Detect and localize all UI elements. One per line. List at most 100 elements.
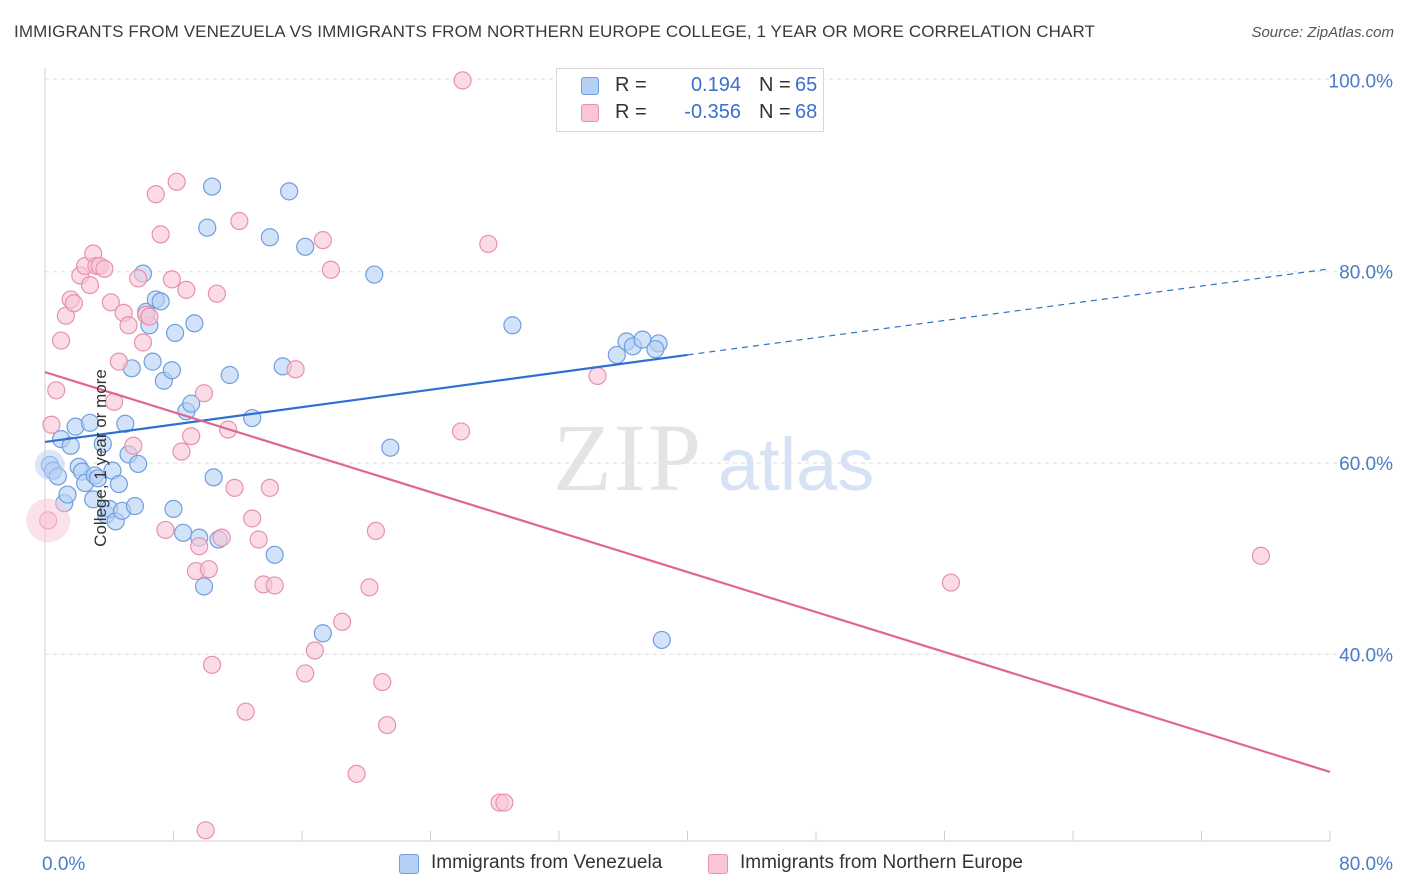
points-layer: [26, 71, 1271, 840]
northern-europe-point: [42, 415, 61, 434]
northern-europe-point: [347, 764, 366, 783]
venezuela-point: [503, 316, 522, 335]
grid-layer: [45, 78, 1392, 655]
venezuela-point: [58, 485, 77, 504]
northern-europe-point: [80, 275, 100, 295]
northern-europe-point: [172, 442, 191, 461]
northern-europe-point: [360, 578, 379, 597]
legend-r-value: 0.194: [690, 74, 741, 96]
legend-n-label: N =: [759, 74, 791, 96]
northern-europe-point: [196, 821, 215, 840]
venezuela-point: [198, 218, 217, 237]
venezuela-point: [296, 237, 315, 256]
venezuela-point: [365, 265, 384, 284]
y-tick-label: 40.0%: [1339, 645, 1393, 666]
venezuela-point: [260, 228, 279, 247]
legend-r-label: R =: [615, 74, 647, 96]
legend-n-label: N =: [759, 101, 791, 123]
northern-europe-point: [167, 172, 186, 191]
y-axis-label: College, 1 year or more: [90, 369, 110, 547]
legend-r-label: R =: [615, 101, 647, 123]
chart-title: IMMIGRANTS FROM VENEZUELA VS IMMIGRANTS …: [14, 22, 1096, 41]
northern-europe-point: [151, 225, 170, 244]
northern-europe-point: [124, 436, 143, 455]
northern-europe-point: [140, 307, 159, 326]
bottom-legend-swatch-venezuela: [399, 854, 419, 874]
legend-swatch-venezuela: [581, 77, 599, 95]
venezuela-point: [61, 436, 80, 455]
northern-europe-point: [588, 366, 607, 386]
venezuela-point: [204, 468, 223, 487]
trend-layer: [44, 268, 1331, 773]
northern-europe-point: [47, 381, 66, 400]
northern-europe-point: [260, 478, 279, 497]
northern-europe-point: [64, 294, 84, 313]
venezuela-point: [381, 438, 400, 457]
northern-europe-point: [95, 259, 114, 278]
northern-europe-point: [1251, 546, 1271, 565]
y-tick-label: 80.0%: [1339, 263, 1393, 284]
northern-europe-point: [194, 384, 214, 403]
venezuela-point: [116, 414, 135, 433]
legend-r-value: -0.356: [684, 101, 741, 123]
venezuela-point: [646, 340, 665, 359]
northern-europe-point: [333, 612, 352, 631]
northern-europe-point: [321, 260, 341, 279]
northern-europe-point: [495, 793, 514, 812]
venezuela-point: [162, 361, 181, 380]
y-tick-label: 60.0%: [1339, 454, 1393, 475]
northern-europe-point: [249, 530, 268, 549]
venezuela-point: [194, 577, 214, 596]
northern-europe-trend-line: [44, 371, 1331, 773]
northern-europe-point: [101, 293, 120, 312]
legend-swatch-northern-europe: [581, 104, 599, 122]
northern-europe-point: [236, 702, 255, 721]
tick-label-layer: 40.0% 60.0% 80.0% 100.0% 0.0% 80.0%: [42, 71, 1393, 875]
venezuela-point: [220, 365, 239, 385]
watermark-zip: ZIP: [553, 404, 703, 511]
northern-europe-point: [182, 427, 201, 446]
venezuela-point: [164, 499, 183, 519]
northern-europe-point: [133, 333, 153, 352]
northern-europe-point: [286, 360, 305, 379]
northern-europe-point: [243, 509, 262, 528]
venezuela-cluster-point: [34, 449, 65, 480]
venezuela-trend-extension: [687, 268, 1331, 356]
venezuela-point: [109, 474, 128, 494]
northern-europe-point: [265, 576, 284, 595]
venezuela-trend-line: [44, 353, 688, 444]
venezuela-point: [129, 454, 148, 474]
y-tick-label: 100.0%: [1329, 71, 1394, 92]
venezuela-point: [151, 292, 170, 311]
venezuela-point: [202, 177, 222, 196]
bottom-legend-label: Immigrants from Northern Europe: [740, 852, 1023, 873]
northern-europe-point: [202, 655, 222, 674]
legend-n-value: 65: [795, 74, 818, 96]
bottom-legend-label: Immigrants from Venezuela: [431, 852, 663, 873]
northern-europe-point: [51, 331, 71, 350]
venezuela-point: [93, 434, 112, 453]
northern-europe-point: [109, 352, 128, 371]
northern-europe-point: [146, 185, 165, 204]
venezuela-point: [265, 545, 284, 564]
northern-europe-point: [162, 270, 181, 289]
northern-europe-cluster-point: [26, 498, 71, 543]
northern-europe-point: [199, 560, 218, 579]
venezuela-point: [280, 182, 299, 201]
northern-europe-point: [129, 269, 148, 288]
northern-europe-point: [230, 211, 249, 231]
venezuela-point: [143, 352, 162, 371]
northern-europe-point: [479, 234, 498, 254]
venezuela-point: [313, 624, 332, 643]
venezuela-point: [185, 314, 204, 333]
venezuela-point: [652, 630, 671, 650]
northern-europe-point: [190, 537, 209, 556]
northern-europe-point: [225, 478, 244, 497]
venezuela-point: [84, 490, 103, 509]
venezuela-point: [88, 469, 108, 488]
northern-europe-point: [207, 284, 226, 303]
venezuela-point: [174, 523, 193, 542]
bottom-legend-swatch-northern-europe: [708, 854, 728, 874]
northern-europe-point: [941, 573, 961, 592]
